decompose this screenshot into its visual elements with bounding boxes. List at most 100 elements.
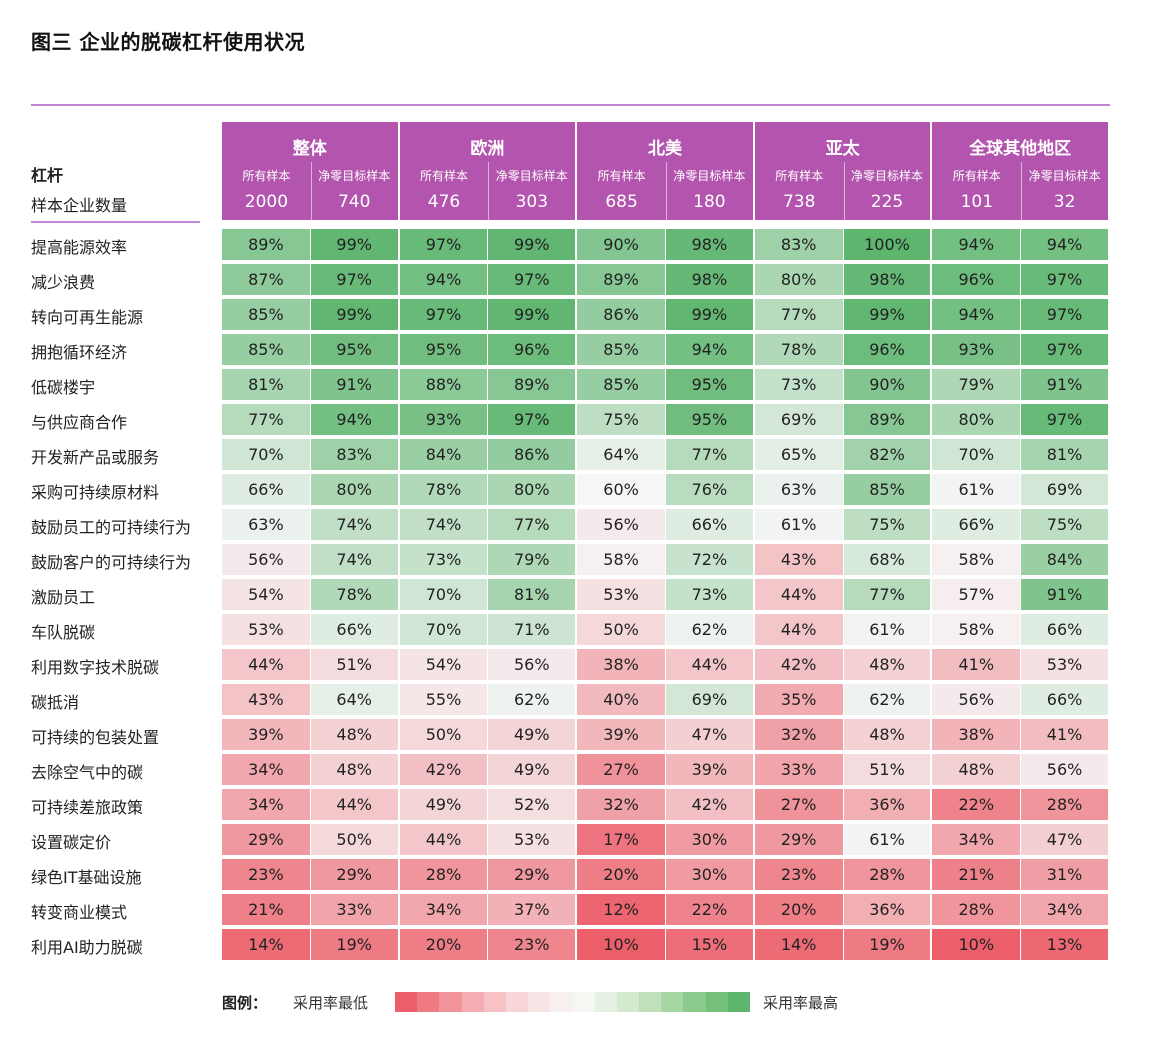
heatmap-cell: 48% — [310, 719, 398, 750]
legend-swatch — [639, 992, 662, 1012]
row-header-lever: 杠杆 — [31, 166, 64, 185]
heatmap-cell: 22% — [666, 894, 753, 925]
heatmap-cell: 27% — [754, 789, 843, 820]
heatmap-cell: 78% — [310, 579, 398, 610]
heatmap-cell: 52% — [488, 789, 576, 820]
heatmap-cell: 86% — [488, 439, 576, 470]
heatmap-cell: 95% — [399, 334, 488, 365]
heatmap-cell: 86% — [577, 299, 665, 330]
heatmap-cell: 30% — [666, 859, 753, 890]
heatmap-cell: 68% — [843, 544, 931, 575]
heatmap-cell: 56% — [577, 509, 665, 540]
heatmap-cell: 62% — [843, 684, 931, 715]
heatmap-cell: 97% — [488, 404, 576, 435]
heatmap-cell: 73% — [754, 369, 843, 400]
heatmap-cell: 77% — [666, 439, 753, 470]
legend-swatch — [505, 992, 529, 1012]
region-name: 北美 — [647, 139, 682, 159]
row-label: 车队脱碳 — [31, 623, 96, 642]
heatmap-cell: 61% — [754, 509, 843, 540]
sample-count: 738 — [782, 192, 816, 212]
heatmap-cell: 63% — [754, 474, 843, 505]
heatmap-cell: 49% — [399, 789, 488, 820]
heatmap-cell: 28% — [1021, 789, 1108, 820]
heatmap-cell: 66% — [1021, 614, 1108, 645]
heatmap-cell: 47% — [1021, 824, 1108, 855]
heatmap-cell: 94% — [666, 334, 753, 365]
subgroup-label: 所有样本 — [419, 169, 468, 183]
heatmap-cell: 80% — [310, 474, 398, 505]
heatmap-cell: 66% — [932, 509, 1021, 540]
heatmap-cell: 39% — [577, 719, 665, 750]
row-label: 拥抱循环经济 — [31, 343, 128, 362]
heatmap-cell: 12% — [577, 894, 665, 925]
heatmap-cell: 44% — [754, 579, 843, 610]
heatmap-cell: 64% — [577, 439, 665, 470]
subgroup-label: 所有样本 — [952, 169, 1001, 183]
subgroup-divider — [665, 162, 667, 220]
heatmap-cell: 53% — [222, 614, 310, 645]
heatmap-cell: 44% — [310, 789, 398, 820]
heatmap-cell: 49% — [488, 719, 576, 750]
sample-count: 685 — [605, 192, 638, 212]
heatmap-cell: 94% — [1021, 229, 1108, 260]
heatmap-cell: 69% — [1021, 474, 1108, 505]
heatmap-cell: 91% — [1021, 369, 1108, 400]
heatmap-cell: 89% — [843, 404, 931, 435]
heatmap-cell: 56% — [1021, 754, 1108, 785]
subgroup-label: 所有样本 — [597, 169, 646, 183]
heatmap-cell: 79% — [488, 544, 576, 575]
heatmap-cell: 95% — [666, 369, 753, 400]
heatmap-cell: 66% — [666, 509, 753, 540]
legend-swatch — [461, 992, 484, 1012]
heatmap-cell: 71% — [488, 614, 576, 645]
heatmap-cell: 15% — [666, 929, 753, 960]
heatmap-cell: 63% — [222, 509, 310, 540]
heatmap-cell: 69% — [666, 684, 753, 715]
subgroup-divider — [1021, 162, 1023, 220]
heatmap-cell: 23% — [488, 929, 576, 960]
row-label: 激励员工 — [31, 588, 96, 607]
heatmap-cell: 38% — [932, 719, 1021, 750]
heatmap-cell: 95% — [666, 404, 753, 435]
heatmap-cell: 77% — [488, 509, 576, 540]
subgroup-label: 净零目标样本 — [318, 169, 391, 183]
heatmap-cell: 56% — [222, 544, 310, 575]
heatmap-cell: 99% — [843, 299, 931, 330]
row-label: 转变商业模式 — [31, 903, 128, 922]
heatmap-cell: 36% — [843, 894, 931, 925]
subgroup-label: 所有样本 — [775, 169, 824, 183]
heatmap-cell: 53% — [1021, 649, 1108, 680]
heatmap-cell: 89% — [222, 229, 310, 260]
heatmap-cell: 37% — [488, 894, 576, 925]
sample-count: 32 — [1053, 192, 1076, 212]
legend-high-label: 采用率最高 — [763, 994, 839, 1012]
heatmap-cell: 94% — [932, 229, 1021, 260]
heatmap-cell: 41% — [1021, 719, 1108, 750]
subgroup-label: 净零目标样本 — [495, 169, 568, 183]
heatmap-cell: 30% — [666, 824, 753, 855]
heatmap-cell: 73% — [399, 544, 488, 575]
heatmap-cell: 34% — [222, 789, 310, 820]
legend-swatch — [705, 992, 728, 1012]
subgroup-label: 净零目标样本 — [850, 169, 923, 183]
row-label: 鼓励客户的可持续行为 — [31, 553, 192, 572]
heatmap-cell: 66% — [222, 474, 310, 505]
heatmap-cell: 56% — [932, 684, 1021, 715]
heatmap-cell: 99% — [310, 299, 398, 330]
heatmap-cell: 50% — [399, 719, 488, 750]
heatmap-cell: 80% — [932, 404, 1021, 435]
heatmap-cell: 78% — [754, 334, 843, 365]
heatmap-cell: 74% — [399, 509, 488, 540]
row-label: 绿色IT基础设施 — [31, 868, 142, 887]
row-header-sample-count: 样本企业数量 — [31, 196, 128, 215]
heatmap-cell: 74% — [310, 544, 398, 575]
heatmap-cell: 81% — [1021, 439, 1108, 470]
sample-count: 740 — [337, 192, 371, 212]
region-header: 亚太 所有样本 738 净零目标样本 225 — [754, 122, 931, 220]
heatmap-cell: 73% — [666, 579, 753, 610]
heatmap-cell: 58% — [577, 544, 665, 575]
legend-swatch — [594, 992, 617, 1012]
row-label: 转向可再生能源 — [31, 308, 144, 327]
heatmap-cell: 29% — [310, 859, 398, 890]
